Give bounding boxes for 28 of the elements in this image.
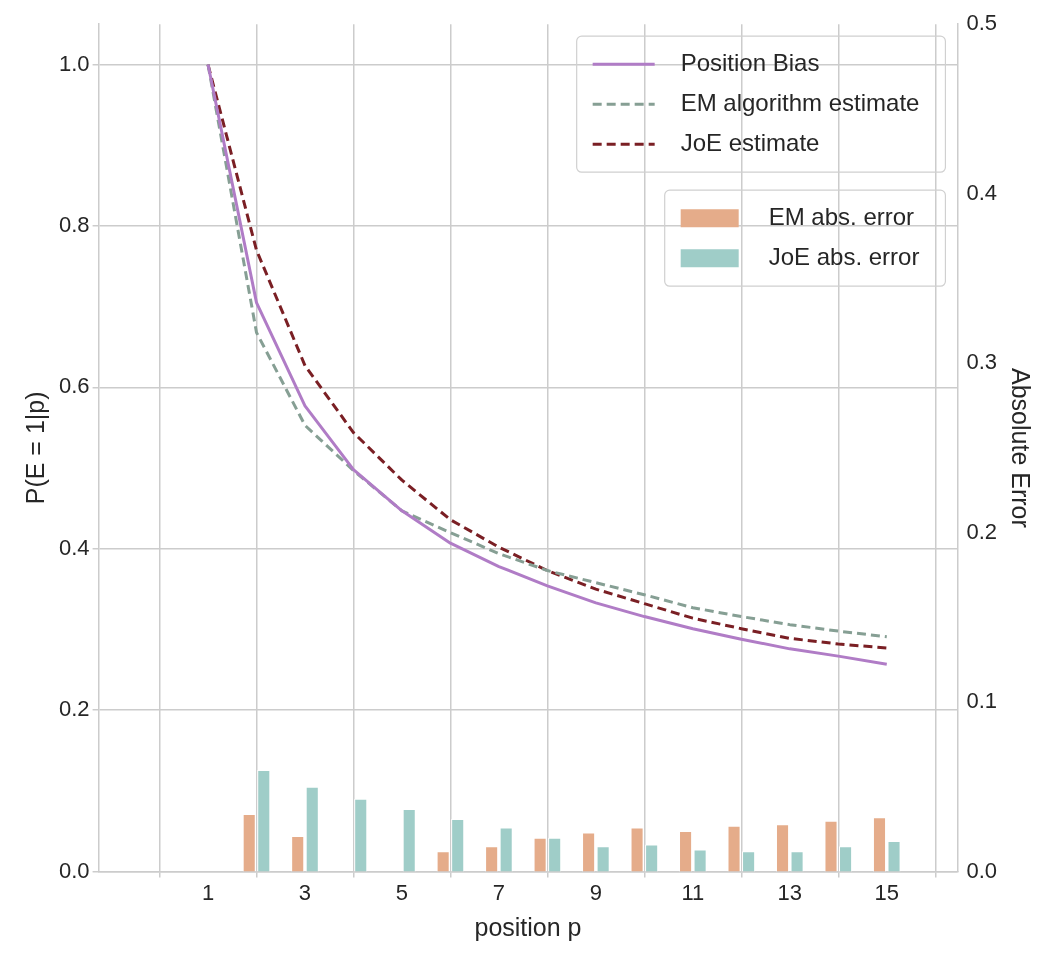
y2-tick-label: 0.0: [966, 857, 998, 883]
legend-label: JoE estimate: [680, 128, 820, 156]
y-tick-label: 0.2: [58, 696, 90, 722]
x-tick-label: 1: [201, 879, 215, 905]
legend-label: EM abs. error: [768, 202, 915, 230]
x-axis-title: position p: [474, 912, 582, 941]
y2-axis-title: Absolute Error: [1007, 368, 1036, 528]
y-axis-title: P(E = 1|p): [20, 391, 49, 505]
y2-tick-label: 0.5: [966, 10, 998, 36]
y-tick-label: 0.8: [58, 212, 90, 238]
y-tick-label: 0.4: [58, 534, 90, 560]
x-tick-label: 15: [874, 879, 900, 905]
y-tick-label: 0.0: [58, 857, 90, 883]
x-tick-label: 3: [298, 879, 312, 905]
x-tick-label: 11: [681, 879, 705, 905]
y2-tick-label: 0.4: [966, 179, 998, 205]
y2-tick-label: 0.1: [966, 688, 998, 714]
legend-label: JoE abs. error: [768, 242, 920, 270]
y2-tick-label: 0.2: [966, 518, 998, 544]
y-tick-label: 1.0: [58, 50, 90, 76]
x-tick-label: 13: [777, 879, 803, 905]
y2-tick-label: 0.3: [966, 349, 998, 375]
legend-label: EM algorithm estimate: [680, 88, 920, 116]
x-tick-label: 5: [395, 879, 409, 905]
y-tick-label: 0.6: [58, 373, 90, 399]
legend-label: Position Bias: [680, 48, 820, 76]
x-tick-label: 7: [492, 879, 506, 905]
x-tick-label: 9: [589, 879, 602, 905]
